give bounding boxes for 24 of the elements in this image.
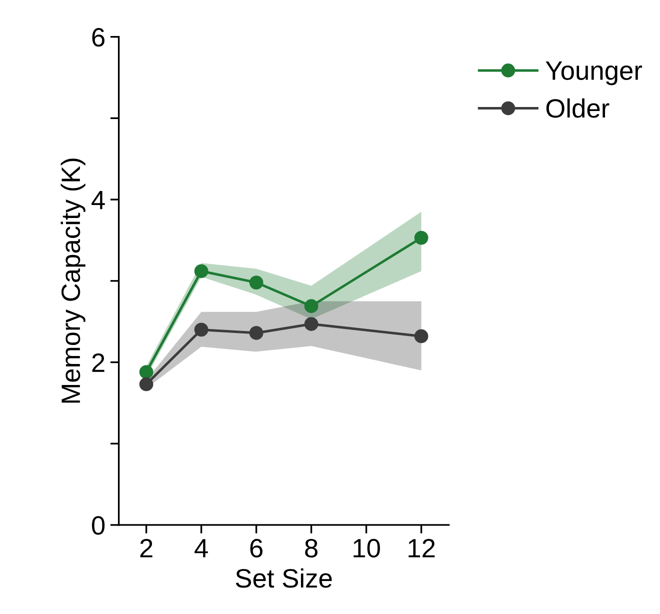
y-tick-label: 4 xyxy=(92,190,105,210)
point xyxy=(194,322,208,337)
x-tick-label: 4 xyxy=(194,539,208,558)
point xyxy=(249,276,264,290)
y-tick-label: 2 xyxy=(92,353,104,372)
y-tick-label: 0 xyxy=(92,516,105,535)
x-tick-label: 2 xyxy=(140,538,152,558)
x-tick-label: 6 xyxy=(250,538,262,558)
legend-label: Younger xyxy=(546,62,642,86)
point xyxy=(304,299,318,314)
x-tick-label: 12 xyxy=(408,538,435,558)
legend-label: Older xyxy=(546,98,610,118)
point xyxy=(304,317,318,331)
point xyxy=(414,329,428,344)
point xyxy=(139,377,154,392)
point xyxy=(249,326,264,340)
point xyxy=(139,365,154,379)
y-tick-label: 6 xyxy=(92,28,104,47)
point xyxy=(194,264,208,278)
point xyxy=(414,230,428,245)
x-tick-label: 10 xyxy=(354,538,380,558)
y-axis-title: Memory Capacity (K) xyxy=(60,158,86,403)
x-axis-title: Set Size xyxy=(236,568,332,588)
x-tick-label: 8 xyxy=(305,538,318,558)
